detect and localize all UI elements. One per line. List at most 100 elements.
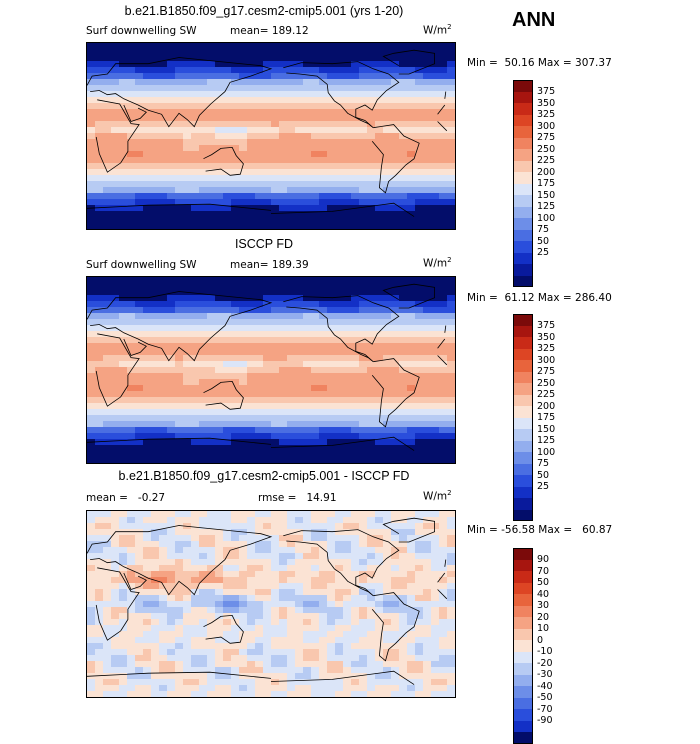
- map-cell: [127, 667, 136, 674]
- map-cell: [287, 379, 296, 386]
- map-cell: [327, 583, 336, 590]
- map-cell: [343, 619, 352, 626]
- map-cell: [311, 619, 320, 626]
- map-cell: [159, 193, 168, 200]
- map-cell: [375, 619, 384, 626]
- map-cell: [183, 97, 192, 104]
- map-cell: [167, 283, 176, 290]
- map-cell: [423, 673, 432, 680]
- map-cell: [351, 331, 360, 338]
- map-cell: [295, 361, 304, 368]
- map-cell: [359, 625, 368, 632]
- map-cell: [255, 85, 264, 92]
- map-cell: [423, 103, 432, 110]
- map-cell: [263, 313, 272, 320]
- map-cell: [359, 157, 368, 164]
- map-cell: [391, 301, 400, 308]
- map-cell: [439, 391, 448, 398]
- map-cell: [127, 673, 136, 680]
- map-cell: [359, 325, 368, 332]
- map-cell: [319, 433, 328, 440]
- map-cell: [287, 127, 296, 134]
- map-cell: [199, 613, 208, 620]
- map-cell: [95, 367, 104, 374]
- map-cell: [175, 529, 184, 536]
- map-cell: [447, 409, 455, 416]
- map-cell: [295, 379, 304, 386]
- map-cell: [295, 337, 304, 344]
- map-cell: [351, 649, 360, 656]
- map-cell: [271, 319, 280, 326]
- map-cell: [167, 577, 176, 584]
- map-cell: [439, 205, 448, 212]
- map-cell: [335, 61, 344, 68]
- map-cell: [431, 307, 440, 314]
- map-cell: [383, 337, 392, 344]
- map-cell: [127, 181, 136, 188]
- map-cell: [135, 367, 144, 374]
- map-cell: [351, 517, 360, 524]
- map-cell: [119, 283, 128, 290]
- map-cell: [295, 355, 304, 362]
- map-cell: [135, 565, 144, 572]
- map-cell: [415, 649, 424, 656]
- map-cell: [447, 313, 455, 320]
- map-cell: [119, 55, 128, 62]
- map-cell: [215, 103, 224, 110]
- map-cell: [215, 187, 224, 194]
- map-cell: [303, 307, 312, 314]
- map-cell: [287, 331, 296, 338]
- map-cell: [351, 637, 360, 644]
- map-cell: [167, 91, 176, 98]
- map-cell: [287, 433, 296, 440]
- map-cell: [127, 163, 136, 170]
- map-cell: [295, 571, 304, 578]
- map-cell: [119, 361, 128, 368]
- map-cell: [343, 295, 352, 302]
- map-cell: [111, 187, 120, 194]
- map-cell: [199, 217, 208, 224]
- map-cell: [119, 391, 128, 398]
- map-cell: [151, 355, 160, 362]
- map-cell: [231, 217, 240, 224]
- map-cell: [111, 427, 120, 434]
- map-cell: [367, 169, 376, 176]
- map-cell: [151, 43, 160, 50]
- map-cell: [279, 295, 288, 302]
- map-cell: [119, 91, 128, 98]
- map-cell: [335, 433, 344, 440]
- map-cell: [311, 205, 320, 212]
- map-cell: [143, 223, 152, 229]
- map-cell: [175, 67, 184, 74]
- map-cell: [351, 667, 360, 674]
- map-cell: [335, 49, 344, 56]
- map-cell: [383, 667, 392, 674]
- map-cell: [167, 313, 176, 320]
- map-cell: [327, 157, 336, 164]
- map-cell: [375, 151, 384, 158]
- map-cell: [391, 625, 400, 632]
- map-cell: [447, 343, 455, 350]
- map-cell: [439, 445, 448, 452]
- map-cell: [87, 349, 96, 356]
- map-cell: [143, 445, 152, 452]
- map-cell: [335, 517, 344, 524]
- map-cell: [279, 319, 288, 326]
- map-cell: [295, 97, 304, 104]
- colorbar-swatch: [513, 697, 533, 709]
- map-cell: [239, 109, 248, 116]
- map-cell: [95, 433, 104, 440]
- colorbar-swatch: [513, 406, 533, 418]
- map-cell: [215, 355, 224, 362]
- map-cell: [111, 511, 120, 518]
- colorbar-swatch: [513, 709, 533, 721]
- map-cell: [327, 451, 336, 458]
- map-cell: [87, 151, 96, 158]
- map-cell: [335, 217, 344, 224]
- map-cell: [303, 211, 312, 218]
- map-cell: [151, 679, 160, 686]
- map-cell: [343, 547, 352, 554]
- map-cell: [375, 295, 384, 302]
- map-cell: [287, 61, 296, 68]
- map-cell: [103, 421, 112, 428]
